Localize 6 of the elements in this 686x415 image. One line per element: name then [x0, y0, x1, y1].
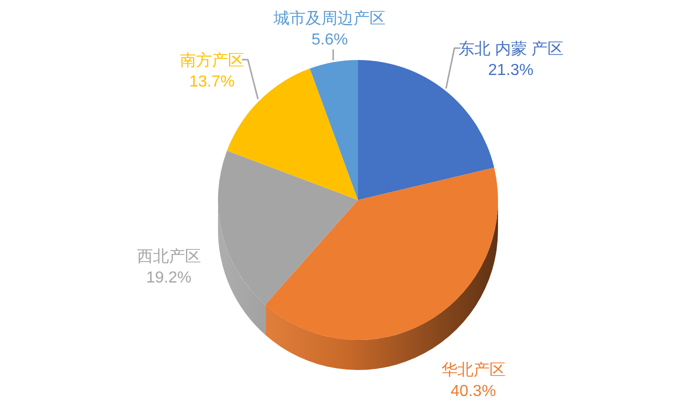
slice-label: 东北 内蒙 产区: [458, 40, 564, 58]
data-label: 13.7%: [189, 74, 235, 91]
data-label: 5.6%: [311, 31, 348, 48]
slice-label: 南方产区: [180, 52, 244, 70]
slice-label: 城市及周边产区: [272, 9, 386, 28]
data-label: 21.3%: [488, 62, 534, 80]
